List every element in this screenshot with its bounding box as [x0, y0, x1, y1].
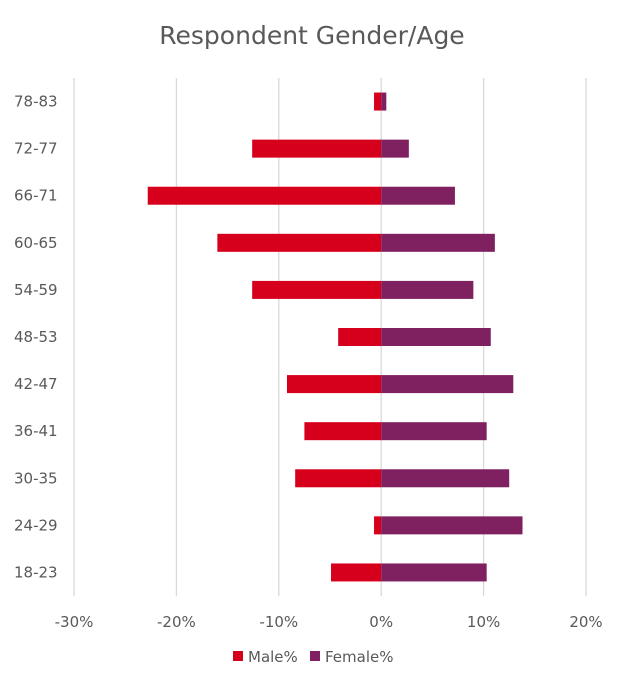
legend: Male% Female%: [233, 648, 394, 666]
bar-female-48-53: [381, 328, 491, 346]
bar-male-66-71: [147, 186, 382, 205]
x-tick-label: 10%: [467, 613, 500, 631]
bars: [147, 92, 523, 582]
y-tick-label: 60-65: [14, 234, 58, 252]
x-tick-label: -20%: [157, 613, 196, 631]
bar-female-18-23: [381, 563, 487, 582]
bar-female-60-65: [381, 233, 495, 252]
y-tick-label: 78-83: [14, 93, 58, 111]
value-axis-labels: -30% -20% -10% 0% 10% 20%: [55, 613, 603, 631]
x-tick-label: -10%: [259, 613, 298, 631]
y-tick-label: 54-59: [14, 281, 58, 299]
bar-male-30-35: [295, 469, 382, 488]
bar-male-60-65: [217, 233, 382, 252]
legend-label: Male%: [248, 648, 298, 666]
x-tick-label: -30%: [55, 613, 94, 631]
bar-male-54-59: [252, 280, 382, 299]
legend-label: Female%: [325, 648, 394, 666]
y-tick-label: 72-77: [14, 140, 58, 158]
bar-male-18-23: [331, 563, 382, 582]
y-tick-label: 66-71: [14, 187, 58, 205]
y-tick-label: 18-23: [14, 563, 58, 581]
bar-male-36-41: [304, 422, 382, 441]
y-tick-label: 24-29: [14, 516, 58, 534]
bar-female-42-47: [381, 375, 514, 394]
bar-female-24-29: [381, 516, 523, 535]
bar-male-78-83: [374, 92, 382, 111]
y-tick-label: 36-41: [14, 422, 58, 440]
bar-male-24-29: [374, 516, 382, 535]
category-axis-labels: 18-23 24-29 30-35 36-41 42-47 48-53 54-59 60-65…: [14, 93, 58, 582]
bar-female-66-71: [381, 186, 455, 205]
y-tick-label: 30-35: [14, 469, 58, 487]
y-tick-label: 48-53: [14, 328, 58, 346]
bar-male-48-53: [338, 328, 382, 346]
x-tick-label: 20%: [569, 613, 602, 631]
bar-female-54-59: [381, 280, 474, 299]
y-tick-label: 42-47: [14, 375, 58, 393]
chart-title: Respondent Gender/Age: [159, 21, 464, 50]
bar-female-72-77: [381, 139, 409, 158]
x-tick-label: 0%: [369, 613, 393, 631]
bar-female-78-83: [381, 92, 387, 111]
bar-female-30-35: [381, 469, 510, 488]
bar-female-36-41: [381, 422, 487, 441]
legend-swatch: [310, 651, 320, 661]
bar-male-42-47: [286, 375, 382, 394]
legend-swatch: [233, 651, 243, 661]
bar-male-72-77: [252, 139, 382, 158]
